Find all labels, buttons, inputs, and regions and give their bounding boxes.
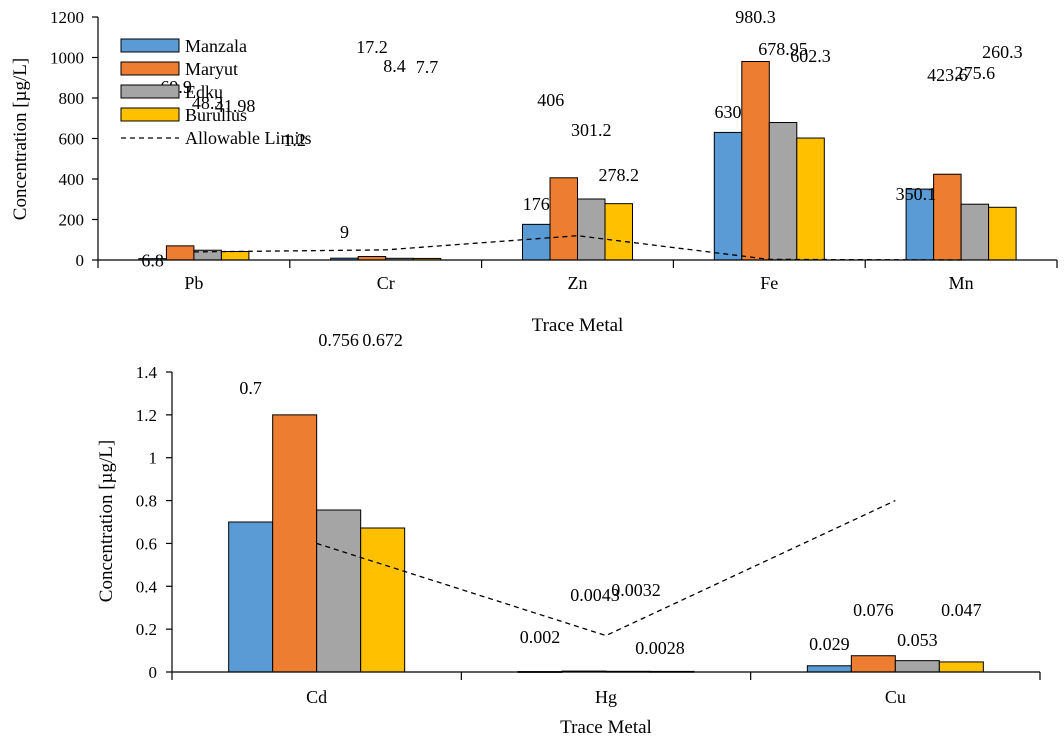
data-label-maryut-cd: 1.2 <box>283 130 306 150</box>
data-label-burullus-zn: 278.2 <box>599 165 640 185</box>
data-label-edku-zn: 301.2 <box>571 120 612 140</box>
legend-swatch-edku <box>120 84 180 99</box>
y-tick-label: 400 <box>59 170 85 189</box>
x-tick-label-cu: Cu <box>885 687 906 707</box>
top-chart: 0 200 400 600 800 1000 1200 Pb Cr Zn Fe Mn 6.8 9 176 63… <box>10 7 1058 336</box>
bar-burullus-mn <box>988 206 1017 261</box>
bar-edku-cu <box>894 660 940 673</box>
legend-swatch-manzala <box>120 38 180 53</box>
y-axis-title: Concentration [µg/L] <box>10 58 31 220</box>
data-label-maryut-cu: 0.076 <box>853 600 894 620</box>
data-label-edku-mn: 275.6 <box>955 63 996 83</box>
bar-edku-zn <box>577 198 606 261</box>
y-tick-label: 1 <box>149 449 158 468</box>
data-label-burullus-cu: 0.047 <box>941 600 982 620</box>
bar-maryut-cu <box>850 655 896 673</box>
bar-edku-mn <box>960 203 990 261</box>
legend-label-burullus: Burullus <box>185 105 247 125</box>
data-label-manzala-pb: 6.8 <box>141 251 164 271</box>
data-label-burullus-hg: 0.0028 <box>635 638 685 658</box>
bar-burullus-pb <box>220 250 250 261</box>
data-label-maryut-zn: 406 <box>537 90 564 110</box>
data-label-manzala-cu: 0.029 <box>809 634 850 654</box>
y-tick-label: 1200 <box>50 8 84 27</box>
data-label-burullus-mn: 260.3 <box>982 42 1023 62</box>
data-label-manzala-hg: 0.002 <box>520 627 561 647</box>
bar-maryut-cd <box>272 414 318 673</box>
legend-label-manzala: Manzala <box>185 36 247 56</box>
y-tick-label: 0.8 <box>136 492 157 511</box>
y-tick-label: 200 <box>59 211 85 230</box>
bar-burullus-fe <box>796 137 825 261</box>
bar-maryut-pb <box>165 245 195 261</box>
data-label-edku-cd: 0.756 <box>318 330 359 350</box>
y-tick-label: 600 <box>59 130 85 149</box>
y-tick-label: 0.6 <box>136 534 157 553</box>
bar-burullus-cd <box>360 527 406 673</box>
allowable-limits-line <box>316 499 896 637</box>
data-label-edku-fe: 678.95 <box>758 39 808 59</box>
bar-maryut-fe <box>741 60 770 261</box>
data-label-maryut-cr: 17.2 <box>356 37 388 57</box>
bar-manzala-zn <box>522 223 551 261</box>
data-label-edku-cr: 8.4 <box>383 56 406 76</box>
data-label-burullus-fe: 602.3 <box>790 46 831 66</box>
bar-manzala-mn <box>905 188 935 261</box>
bar-burullus-zn <box>604 203 633 261</box>
bar-manzala-cu <box>806 665 852 673</box>
legend-label-allowable-limits: Allowable Limits <box>185 128 311 148</box>
legend-label-maryut: Maryut <box>185 59 238 79</box>
y-tick-label: 1000 <box>50 49 84 68</box>
legend-swatch-burullus <box>120 107 180 122</box>
data-label-edku-cu: 0.053 <box>897 630 938 650</box>
y-tick-label: 0 <box>76 251 85 270</box>
bar-edku-fe <box>768 122 798 261</box>
data-label-maryut-mn: 423.6 <box>927 65 968 85</box>
x-tick-label-zn: Zn <box>568 273 588 293</box>
x-tick-label-pb: Pb <box>184 273 203 293</box>
data-label-burullus-cr: 7.7 <box>416 57 439 77</box>
y-tick-label: 800 <box>59 89 85 108</box>
x-tick-label-cd: Cd <box>306 687 327 707</box>
x-axis-title: Trace Metal <box>532 315 624 336</box>
y-axis-title: Concentration [µg/L] <box>96 440 117 602</box>
x-axis-title: Trace Metal <box>560 717 652 738</box>
bar-maryut-mn <box>933 173 962 261</box>
legend: Manzala Maryut Edku Burullus Allowable Limit… <box>120 36 311 148</box>
data-label-maryut-hg: 0.0043 <box>570 585 620 605</box>
bottom-chart: 0 0.2 0.4 0.6 0.8 1 1.2 1.4 Cd Hg Cu 0.7 0.002 0.029 1… <box>96 130 1041 738</box>
y-tick-label: 1.2 <box>136 406 157 425</box>
y-tick-label: 0.2 <box>136 620 157 639</box>
data-label-manzala-fe: 630 <box>715 102 742 122</box>
x-tick-label-mn: Mn <box>949 273 974 293</box>
legend-label-edku: Edku <box>185 82 223 102</box>
bar-maryut-zn <box>549 177 578 261</box>
data-label-manzala-mn: 350.1 <box>896 184 937 204</box>
bar-burullus-cu <box>938 661 984 673</box>
data-label-manzala-zn: 176 <box>523 194 550 214</box>
bar-edku-cd <box>316 509 362 673</box>
bar-manzala-fe <box>713 131 743 261</box>
x-tick-label-fe: Fe <box>760 273 778 293</box>
data-label-burullus-pb: 41.98 <box>215 96 256 116</box>
data-label-edku-hg: 0.0032 <box>611 580 661 600</box>
bar-manzala-cd <box>228 521 274 673</box>
x-tick-label-cr: Cr <box>377 273 395 293</box>
x-tick-label-hg: Hg <box>595 687 617 707</box>
data-label-maryut-fe: 980.3 <box>735 7 776 27</box>
legend-swatch-maryut <box>120 61 180 76</box>
y-tick-label: 1.4 <box>136 363 158 382</box>
data-label-edku-pb: 48.3 <box>192 93 224 113</box>
data-label-manzala-cd: 0.7 <box>239 378 262 398</box>
data-label-burullus-cd: 0.672 <box>362 330 403 350</box>
data-label-manzala-cr: 9 <box>340 222 349 242</box>
y-tick-label: 0 <box>149 663 158 682</box>
y-tick-label: 0.4 <box>136 577 158 596</box>
